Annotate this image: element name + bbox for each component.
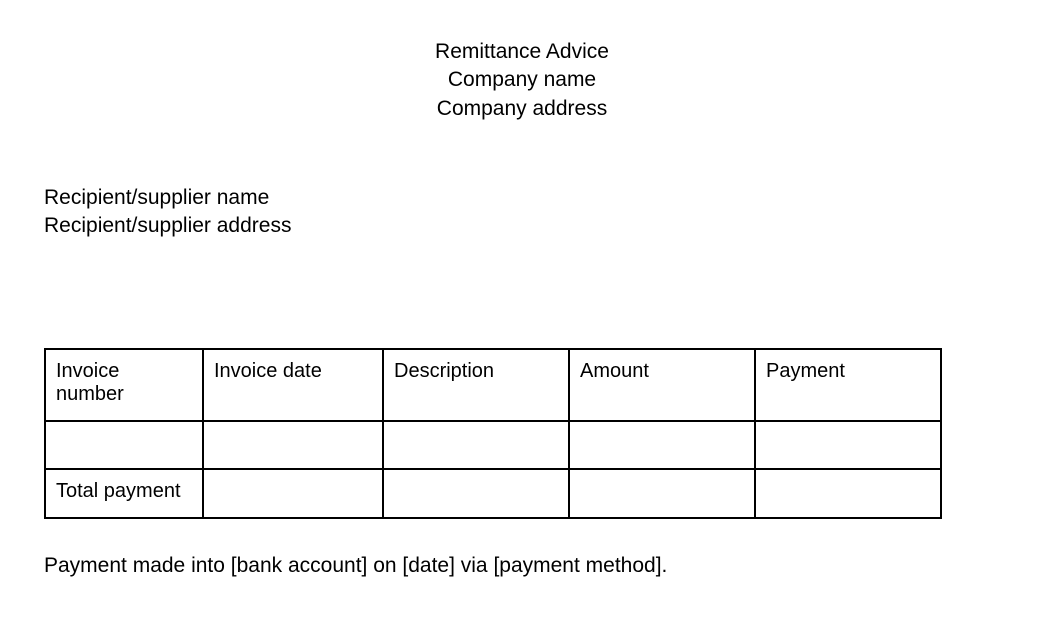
col-payment: Payment [755, 349, 941, 421]
table-row: Total payment [45, 469, 941, 518]
payment-footer-note: Payment made into [bank account] on [dat… [44, 554, 667, 578]
company-name: Company name [0, 66, 1044, 94]
table-cell [755, 469, 941, 518]
table-cell [383, 421, 569, 469]
table-cell [45, 421, 203, 469]
table-cell [569, 421, 755, 469]
table-cell [203, 469, 383, 518]
recipient-block: Recipient/supplier name Recipient/suppli… [44, 184, 291, 241]
table-cell-total-label: Total payment [45, 469, 203, 518]
remittance-table-wrap: Invoice number Invoice date Description … [44, 348, 940, 519]
table-header-row: Invoice number Invoice date Description … [45, 349, 941, 421]
company-address: Company address [0, 95, 1044, 123]
remittance-table: Invoice number Invoice date Description … [44, 348, 942, 519]
col-description: Description [383, 349, 569, 421]
recipient-address: Recipient/supplier address [44, 212, 291, 240]
table-cell [203, 421, 383, 469]
col-invoice-number: Invoice number [45, 349, 203, 421]
recipient-name: Recipient/supplier name [44, 184, 291, 212]
table-row [45, 421, 941, 469]
table-cell [383, 469, 569, 518]
document-title: Remittance Advice [0, 38, 1044, 66]
col-invoice-date: Invoice date [203, 349, 383, 421]
col-amount: Amount [569, 349, 755, 421]
document-header: Remittance Advice Company name Company a… [0, 0, 1044, 123]
table-cell [755, 421, 941, 469]
table-cell [569, 469, 755, 518]
